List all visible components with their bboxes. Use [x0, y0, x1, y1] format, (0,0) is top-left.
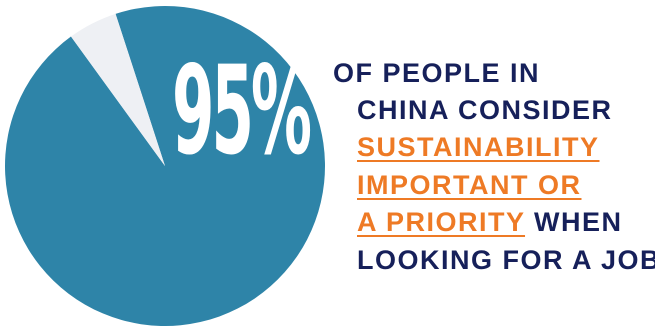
headline-line-1: OF PEOPLE IN	[333, 58, 541, 88]
pie-slice-0	[5, 6, 325, 326]
headline-line-5-rest: WHEN	[525, 207, 623, 237]
headline-highlight-important: IMPORTANT OR	[357, 170, 582, 200]
pie-slice-1	[70, 13, 165, 166]
headline-line-5: A PRIORITY WHEN	[357, 209, 623, 236]
headline-line-6: LOOKING FOR A JOB	[357, 245, 655, 275]
headline-highlight-sustainability: SUSTAINABILITY	[357, 132, 600, 162]
big-stat-95-percent: 95%	[172, 40, 312, 182]
pie-chart	[5, 6, 325, 326]
headline-highlight-priority: A PRIORITY	[357, 207, 526, 237]
headline-line-2: CHINA CONSIDER	[357, 95, 613, 125]
